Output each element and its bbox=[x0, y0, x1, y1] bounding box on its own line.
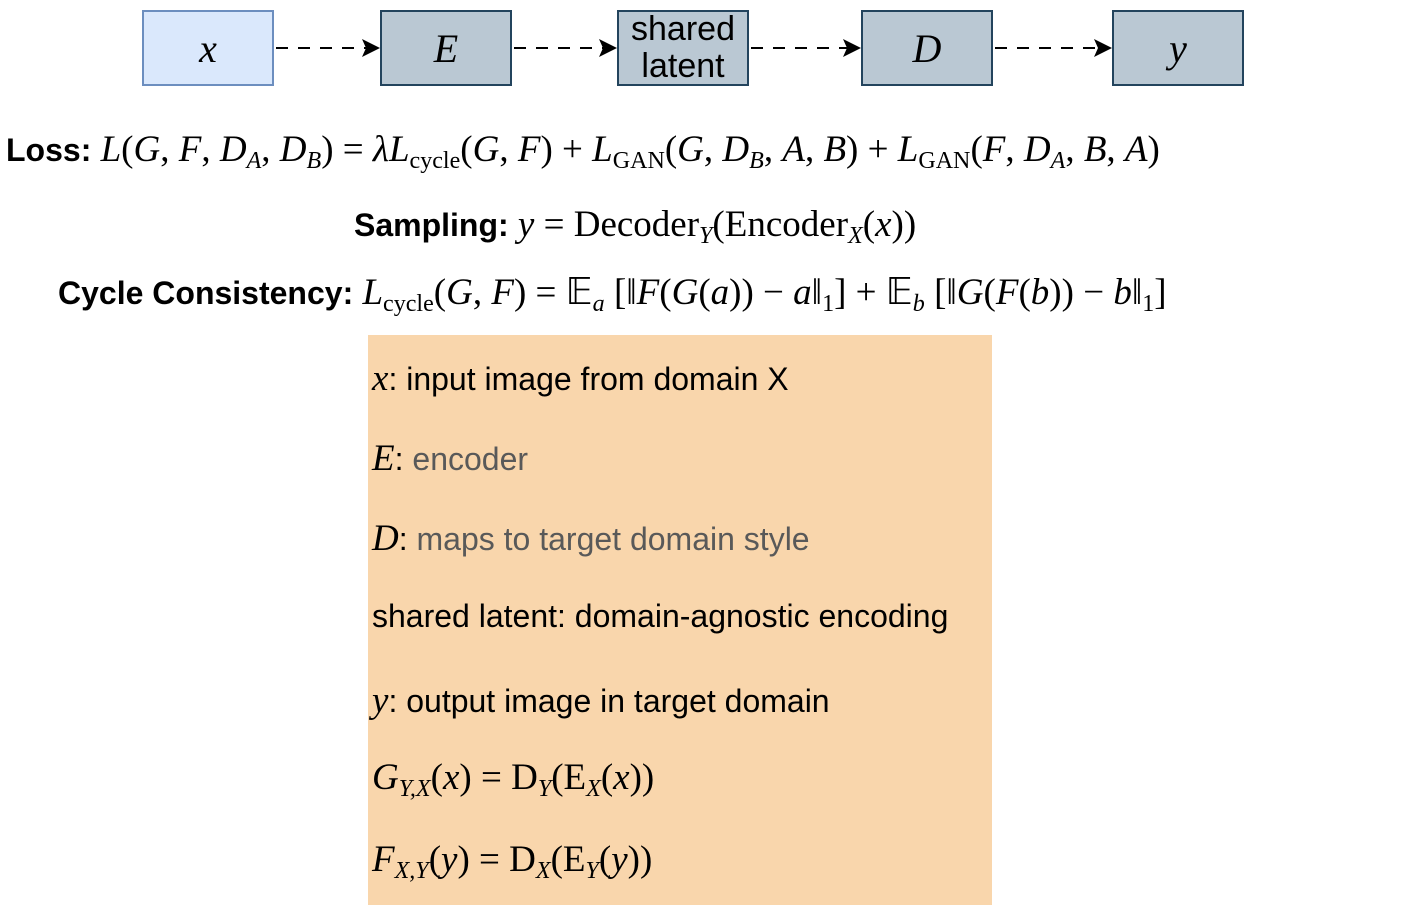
legend-desc-encoder: encoder bbox=[412, 441, 529, 477]
input-x-node: x bbox=[142, 10, 274, 86]
legend-desc-decoder: maps to target domain style bbox=[416, 521, 810, 557]
arrowhead-latent bbox=[599, 39, 617, 57]
shared-latent-label-line1: shared bbox=[631, 10, 735, 48]
legend-item-encoder: E: encoder bbox=[372, 438, 529, 479]
input-x-label: x bbox=[199, 25, 217, 71]
legend-box: x: input image from domain X E: encoder … bbox=[368, 335, 992, 905]
arrowhead-decoder bbox=[843, 39, 861, 57]
loss-label: Loss: bbox=[6, 132, 92, 168]
output-y-node: y bbox=[1112, 10, 1244, 86]
legend-symbol-d: D bbox=[372, 518, 399, 559]
legend-symbol-e: E bbox=[372, 438, 395, 479]
legend-item-shared-latent: shared latent: domain-agnostic encoding bbox=[372, 598, 948, 635]
legend-item-decoder: D: maps to target domain style bbox=[372, 518, 810, 559]
shared-latent-label-line2: latent bbox=[641, 47, 725, 85]
legend-symbol-y: y bbox=[372, 680, 389, 721]
legend-formula-f: FX,Y(y) = DX(EY(y)) bbox=[372, 839, 653, 885]
sampling-equation: Sampling: y = DecoderY(EncoderX(x)) bbox=[354, 204, 917, 250]
legend-text-x: : input image from domain X bbox=[388, 361, 789, 397]
arrowhead-encoder bbox=[362, 39, 380, 57]
legend-item-x: x: input image from domain X bbox=[372, 357, 789, 400]
loss-equation: Loss: L(G, F, DA, DB) = λLcycle(G, F) + … bbox=[6, 129, 1160, 175]
encoder-node: E bbox=[380, 10, 512, 86]
pipeline-arrows bbox=[276, 39, 1112, 57]
cycle-consistency-equation: Cycle Consistency: Lcycle(G, F) = 𝔼a [‖F… bbox=[58, 272, 1167, 318]
legend-text-y: : output image in target domain bbox=[388, 683, 830, 719]
shared-latent-node: shared latent bbox=[617, 10, 749, 86]
decoder-label: D bbox=[912, 25, 942, 71]
legend-symbol-x: x bbox=[372, 358, 389, 399]
shared-latent-label: shared latent bbox=[631, 11, 735, 85]
legend-formula-g: GY,X(x) = DY(EX(x)) bbox=[372, 757, 655, 803]
output-y-label: y bbox=[1169, 25, 1187, 71]
decoder-node: D bbox=[861, 10, 993, 86]
arrowhead-y bbox=[1094, 39, 1112, 57]
cycle-consistency-label: Cycle Consistency: bbox=[58, 275, 354, 311]
legend-item-y: y: output image in target domain bbox=[372, 679, 830, 722]
encoder-label: E bbox=[433, 25, 459, 71]
legend-text-shared-latent: shared latent: domain-agnostic encoding bbox=[372, 598, 949, 634]
sampling-label: Sampling: bbox=[354, 207, 509, 243]
